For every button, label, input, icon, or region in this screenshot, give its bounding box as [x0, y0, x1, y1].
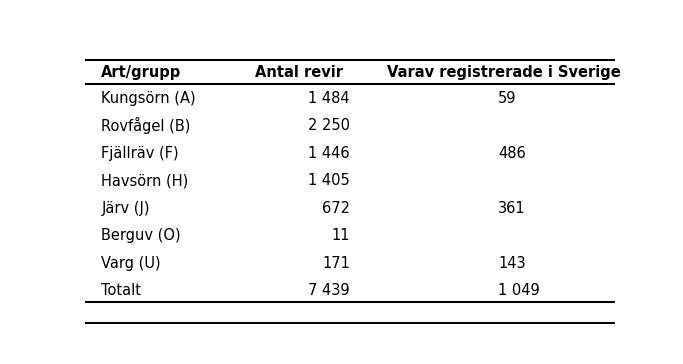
- Text: 11: 11: [331, 228, 350, 243]
- Text: Rovfågel (B): Rovfågel (B): [101, 117, 191, 134]
- Text: 7 439: 7 439: [309, 283, 350, 298]
- Text: 59: 59: [499, 91, 517, 106]
- Text: Varav registrerade i Sverige: Varav registrerade i Sverige: [387, 65, 621, 80]
- Text: 486: 486: [499, 146, 526, 161]
- Text: 2 250: 2 250: [308, 118, 350, 133]
- Text: Kungsörn (A): Kungsörn (A): [101, 91, 196, 106]
- Text: Art/grupp: Art/grupp: [101, 65, 182, 80]
- Text: 171: 171: [322, 256, 350, 271]
- Text: 1 484: 1 484: [309, 91, 350, 106]
- Text: Antal revir: Antal revir: [255, 65, 343, 80]
- Text: 1 405: 1 405: [308, 173, 350, 188]
- Text: 1 446: 1 446: [309, 146, 350, 161]
- Text: Fjällräv (F): Fjällräv (F): [101, 146, 179, 161]
- Text: 672: 672: [322, 201, 350, 216]
- Text: Varg (U): Varg (U): [101, 256, 161, 271]
- Text: 361: 361: [499, 201, 526, 216]
- Text: Havsörn (H): Havsörn (H): [101, 173, 189, 188]
- Text: 1 049: 1 049: [499, 283, 540, 298]
- Text: 143: 143: [499, 256, 526, 271]
- Text: Berguv (O): Berguv (O): [101, 228, 181, 243]
- Text: Järv (J): Järv (J): [101, 201, 150, 216]
- Text: Totalt: Totalt: [101, 283, 141, 298]
